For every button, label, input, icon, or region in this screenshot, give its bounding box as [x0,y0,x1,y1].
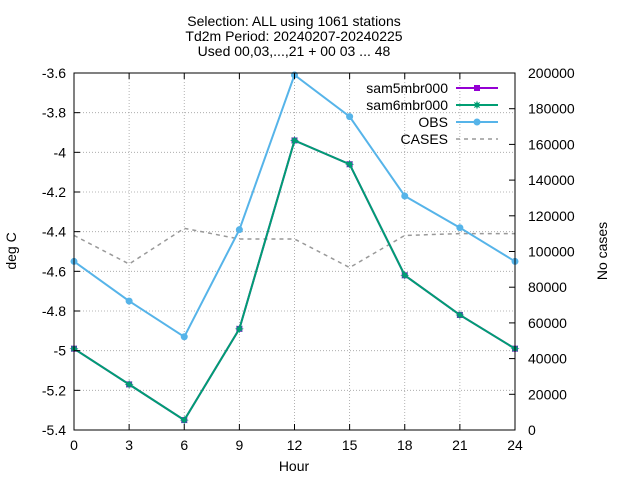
y2-tick-label: 160000 [528,136,575,152]
chart-title-line: Selection: ALL using 1061 stations [187,13,401,29]
grid [73,72,516,431]
chart-title-line: Used 00,03,...,21 + 00 03 ... 48 [198,43,391,59]
y-tick-label: -5.4 [42,422,66,438]
x-tick-label: 9 [235,437,243,453]
data-point [346,113,354,121]
y-tick-label: -5.2 [42,382,66,398]
data-point [345,159,355,169]
y2-tick-label: 200000 [528,65,575,81]
data-point [290,135,299,145]
y-tick-label: -3.8 [42,105,66,121]
y-axis-label: deg C [3,232,19,269]
x-tick-label: 15 [342,437,358,453]
data-point [125,297,133,305]
series-line [73,227,515,269]
data-point [235,226,243,234]
y2-tick-label: 80000 [528,279,567,295]
y2-axis-ticks: 2000001800001600001400001200001000008000… [509,65,575,438]
x-tick-label: 18 [397,437,413,453]
data-point [456,224,464,232]
data-point [400,270,410,280]
y-tick-label: -4.4 [42,224,66,240]
legend-label: OBS [418,114,448,130]
legend-marker [473,118,481,126]
y2-axis-label: No cases [594,222,610,280]
y2-tick-label: 180000 [528,101,575,117]
y-tick-label: -5 [54,343,67,359]
x-tick-label: 21 [452,437,468,453]
data-point [179,415,189,425]
data-point [234,324,244,334]
data-point [401,192,409,200]
y-axis-ticks: -3.6 -3.8 -4 -4.2 -4.4 -4.6 -4.8 -5 -5.2 -5.4 [42,65,80,438]
legend-marker [472,100,482,110]
legend-label: sam5mbr000 [366,80,448,96]
y-tick-label: -4.2 [42,184,66,200]
y-tick-label: -3.6 [42,65,66,81]
x-axis-ticks: 0 3 6 9 12 15 18 21 24 [70,73,523,453]
data-point [180,333,188,341]
x-tick-label: 6 [180,437,188,453]
y-tick-label: -4 [54,144,67,160]
y2-tick-label: 120000 [528,208,575,224]
data-point [124,379,134,389]
x-tick-label: 3 [125,437,133,453]
series-sam6mbr000 [69,135,520,425]
y2-tick-label: 60000 [528,315,567,331]
y2-tick-label: 20000 [528,386,567,402]
legend-label: sam6mbr000 [366,97,448,113]
x-tick-label: 24 [507,437,523,453]
series-cases [73,227,515,269]
y2-tick-label: 100000 [528,244,575,260]
y2-tick-label: 0 [528,422,536,438]
y-tick-label: -4.8 [42,303,66,319]
y-tick-label: -4.6 [42,263,66,279]
y2-tick-label: 40000 [528,351,567,367]
chart-title-line: Td2m Period: 20240207-20240225 [185,28,402,44]
data-point [455,310,465,320]
legend-label: CASES [401,131,448,147]
x-tick-label: 0 [70,437,78,453]
legend-marker [474,85,480,91]
x-tick-label: 12 [287,437,303,453]
x-axis-label: Hour [279,458,310,474]
y2-tick-label: 140000 [528,172,575,188]
